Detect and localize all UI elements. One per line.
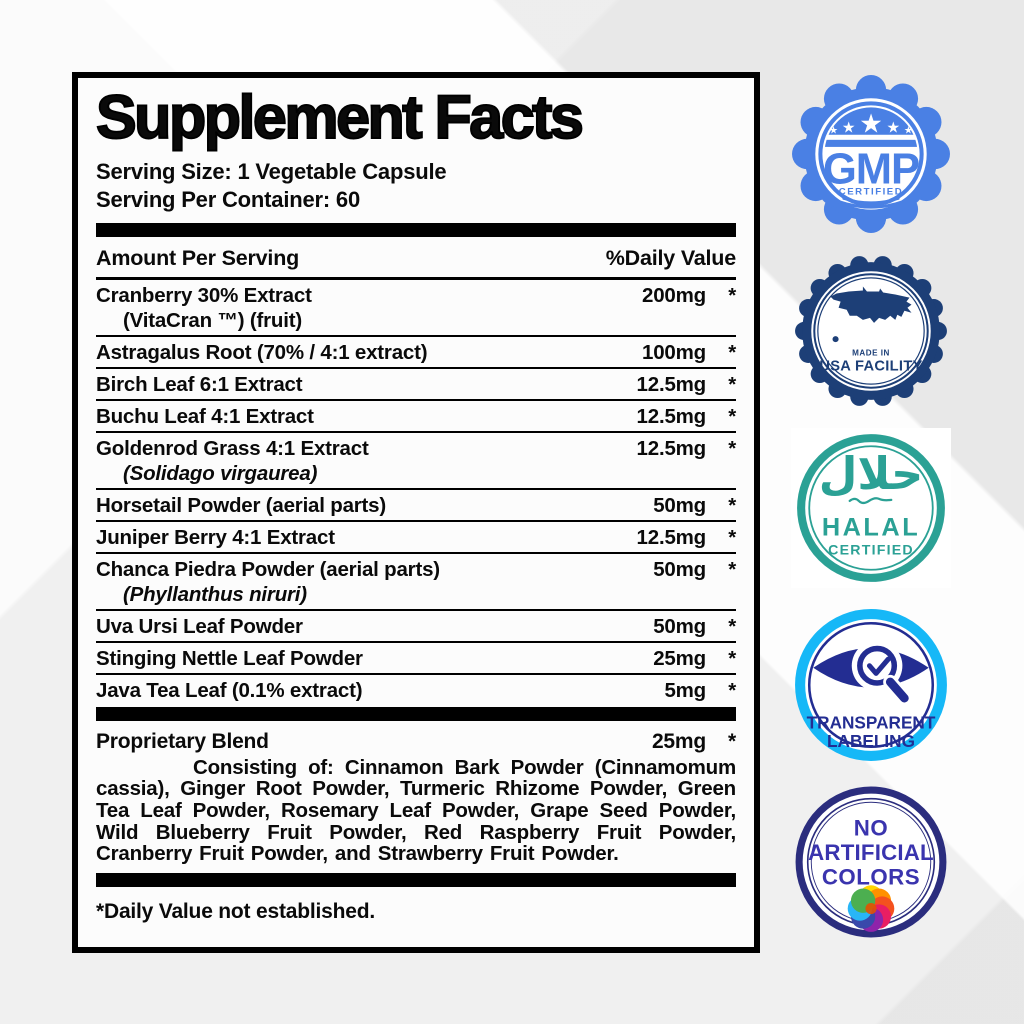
svg-text:★: ★ <box>842 119 856 137</box>
ingredient-name: Uva Ursi Leaf Powder <box>96 614 303 638</box>
usa-map-icon <box>830 286 912 343</box>
ingredient-daily-value: * <box>728 372 736 396</box>
stars-icon: ★ ★ ★ ★ ★ <box>829 110 913 140</box>
ingredient-amount: 5mg <box>664 678 706 702</box>
ingredient-row: Astragalus Root (70% / 4:1 extract) 100m… <box>96 337 736 369</box>
ingredient-name: Juniper Berry 4:1 Extract <box>96 525 335 549</box>
proprietary-blend-row: Proprietary Blend 25mg * <box>96 721 736 754</box>
gmp-seal-icon: ★ ★ ★ ★ ★ GMP CERTIFIED <box>792 75 950 233</box>
ingredient-daily-value: * <box>728 525 736 549</box>
ingredient-subname: (VitaCran ™) (fruit) <box>123 308 302 332</box>
ingredient-daily-value: * <box>728 340 736 364</box>
daily-value-header: %Daily Value <box>605 245 736 270</box>
svg-text:★: ★ <box>886 119 900 137</box>
ingredient-amount: 25mg <box>653 646 706 670</box>
ingredient-daily-value: * <box>728 646 736 670</box>
ingredient-subname: (Phyllanthus niruri) <box>123 582 307 606</box>
transparent-labeling-badge: TRANSPARENT LABELING <box>791 605 951 765</box>
thick-divider <box>96 706 736 721</box>
ingredient-amount: 12.5mg <box>636 436 707 460</box>
usa-facility-label: USA FACILITY <box>819 358 922 374</box>
ingredient-name: Stinging Nettle Leaf Powder <box>96 646 363 670</box>
ingredient-daily-value: * <box>728 493 736 517</box>
ingredient-row: Buchu Leaf 4:1 Extract 12.5mg * <box>96 401 736 433</box>
ingredient-name: Buchu Leaf 4:1 Extract <box>96 404 314 428</box>
ingredient-amount: 50mg <box>653 614 706 638</box>
ingredient-name: Java Tea Leaf (0.1% extract) <box>96 678 363 702</box>
daily-value-footnote: *Daily Value not established. <box>96 899 375 923</box>
labeling-label: LABELING <box>827 731 915 751</box>
thick-divider <box>96 222 736 237</box>
ingredient-daily-value: * <box>728 404 736 428</box>
ingredient-amount: 50mg <box>653 493 706 517</box>
halal-seal-icon: حلال HALAL CERTIFIED <box>791 428 951 588</box>
gmp-label: GMP <box>823 145 919 193</box>
ingredient-row: Birch Leaf 6:1 Extract 12.5mg * <box>96 369 736 401</box>
ingredient-amount: 12.5mg <box>636 525 707 549</box>
usa-facility-badge: MADE IN USA FACILITY <box>791 251 951 411</box>
blend-description: Consisting of: Cinnamon Bark Powder (Cin… <box>96 755 736 866</box>
svg-text:★: ★ <box>829 126 838 137</box>
supplement-facts-panel: Supplement Facts Serving Size: 1 Vegetab… <box>72 72 760 953</box>
eye-magnifier-icon <box>813 640 929 706</box>
table-header: Amount Per Serving %Daily Value <box>96 237 736 280</box>
thick-divider <box>96 872 736 887</box>
ingredient-daily-value: * <box>728 614 736 638</box>
gmp-arcs-icon <box>832 197 910 214</box>
made-in-label: MADE IN <box>852 348 890 357</box>
ingredient-amount: 12.5mg <box>636 404 707 428</box>
no-label: NO <box>854 816 888 841</box>
ingredient-name: Birch Leaf 6:1 Extract <box>96 372 303 396</box>
ingredient-daily-value: * <box>728 678 736 702</box>
ingredient-amount: 12.5mg <box>636 372 707 396</box>
serving-size: Serving Size: 1 Vegetable Capsule <box>96 159 447 185</box>
blend-name: Proprietary Blend <box>96 729 269 753</box>
ingredient-row: Chanca Piedra Powder (aerial parts) (Phyl… <box>96 554 736 611</box>
svg-text:★: ★ <box>859 110 883 140</box>
ingredient-daily-value: * <box>728 557 736 581</box>
ingredient-name: Chanca Piedra Powder (aerial parts) <box>96 557 440 581</box>
ingredient-amount: 100mg <box>642 340 706 364</box>
ingredient-subname: (Solidago virgaurea) <box>123 461 318 485</box>
color-wheel-icon <box>847 885 895 932</box>
artificial-label: ARTIFICIAL <box>808 840 934 865</box>
halal-certified-badge: حلال HALAL CERTIFIED <box>791 428 951 588</box>
ingredient-row: Juniper Berry 4:1 Extract 12.5mg * <box>96 522 736 554</box>
transparent-seal-icon: TRANSPARENT LABELING <box>795 609 947 761</box>
usa-seal-icon: MADE IN USA FACILITY <box>795 256 947 406</box>
certification-badges: ★ ★ ★ ★ ★ GMP CERTIFIED <box>791 74 953 959</box>
halal-script-icon <box>848 497 893 505</box>
serving-per-container: Serving Per Container: 60 <box>96 187 360 213</box>
ingredient-name: Horsetail Powder (aerial parts) <box>96 493 387 517</box>
ingredient-rows: Cranberry 30% Extract (VitaCran ™) (fruit… <box>96 280 736 705</box>
halal-label: HALAL <box>822 513 920 541</box>
blend-daily-value: * <box>728 729 736 753</box>
no-colors-seal-icon: NO ARTIFICIAL COLORS <box>795 786 947 938</box>
blend-amount: 25mg <box>651 729 706 753</box>
ingredient-name: Astragalus Root (70% / 4:1 extract) <box>96 340 428 364</box>
ingredient-row: Horsetail Powder (aerial parts) 50mg * <box>96 490 736 522</box>
amount-per-serving-header: Amount Per Serving <box>96 245 300 270</box>
ingredient-row: Goldenrod Grass 4:1 Extract (Solidago vir… <box>96 433 736 490</box>
ingredient-daily-value: * <box>728 283 736 307</box>
ingredient-row: Java Tea Leaf (0.1% extract) 5mg * <box>96 675 736 705</box>
transparent-label: TRANSPARENT <box>807 713 936 733</box>
ingredient-daily-value: * <box>728 436 736 460</box>
colors-label: COLORS <box>822 864 920 889</box>
svg-text:★: ★ <box>904 126 913 137</box>
no-artificial-colors-badge: NO ARTIFICIAL COLORS <box>791 782 951 942</box>
ingredient-name: Cranberry 30% Extract <box>96 283 312 307</box>
panel-title: Supplement Facts <box>95 83 585 151</box>
gmp-certified-label: CERTIFIED <box>839 187 903 198</box>
halal-certified-label: CERTIFIED <box>828 543 914 559</box>
gmp-certified-badge: ★ ★ ★ ★ ★ GMP CERTIFIED <box>791 74 951 234</box>
ingredient-amount: 50mg <box>653 557 706 581</box>
ingredient-name: Goldenrod Grass 4:1 Extract <box>96 436 369 460</box>
ingredient-row: Cranberry 30% Extract (VitaCran ™) (fruit… <box>96 280 736 337</box>
ingredient-row: Stinging Nettle Leaf Powder 25mg * <box>96 643 736 675</box>
ingredient-row: Uva Ursi Leaf Powder 50mg * <box>96 611 736 643</box>
halal-arabic-icon: حلال <box>819 448 924 500</box>
ingredient-amount: 200mg <box>642 283 706 307</box>
